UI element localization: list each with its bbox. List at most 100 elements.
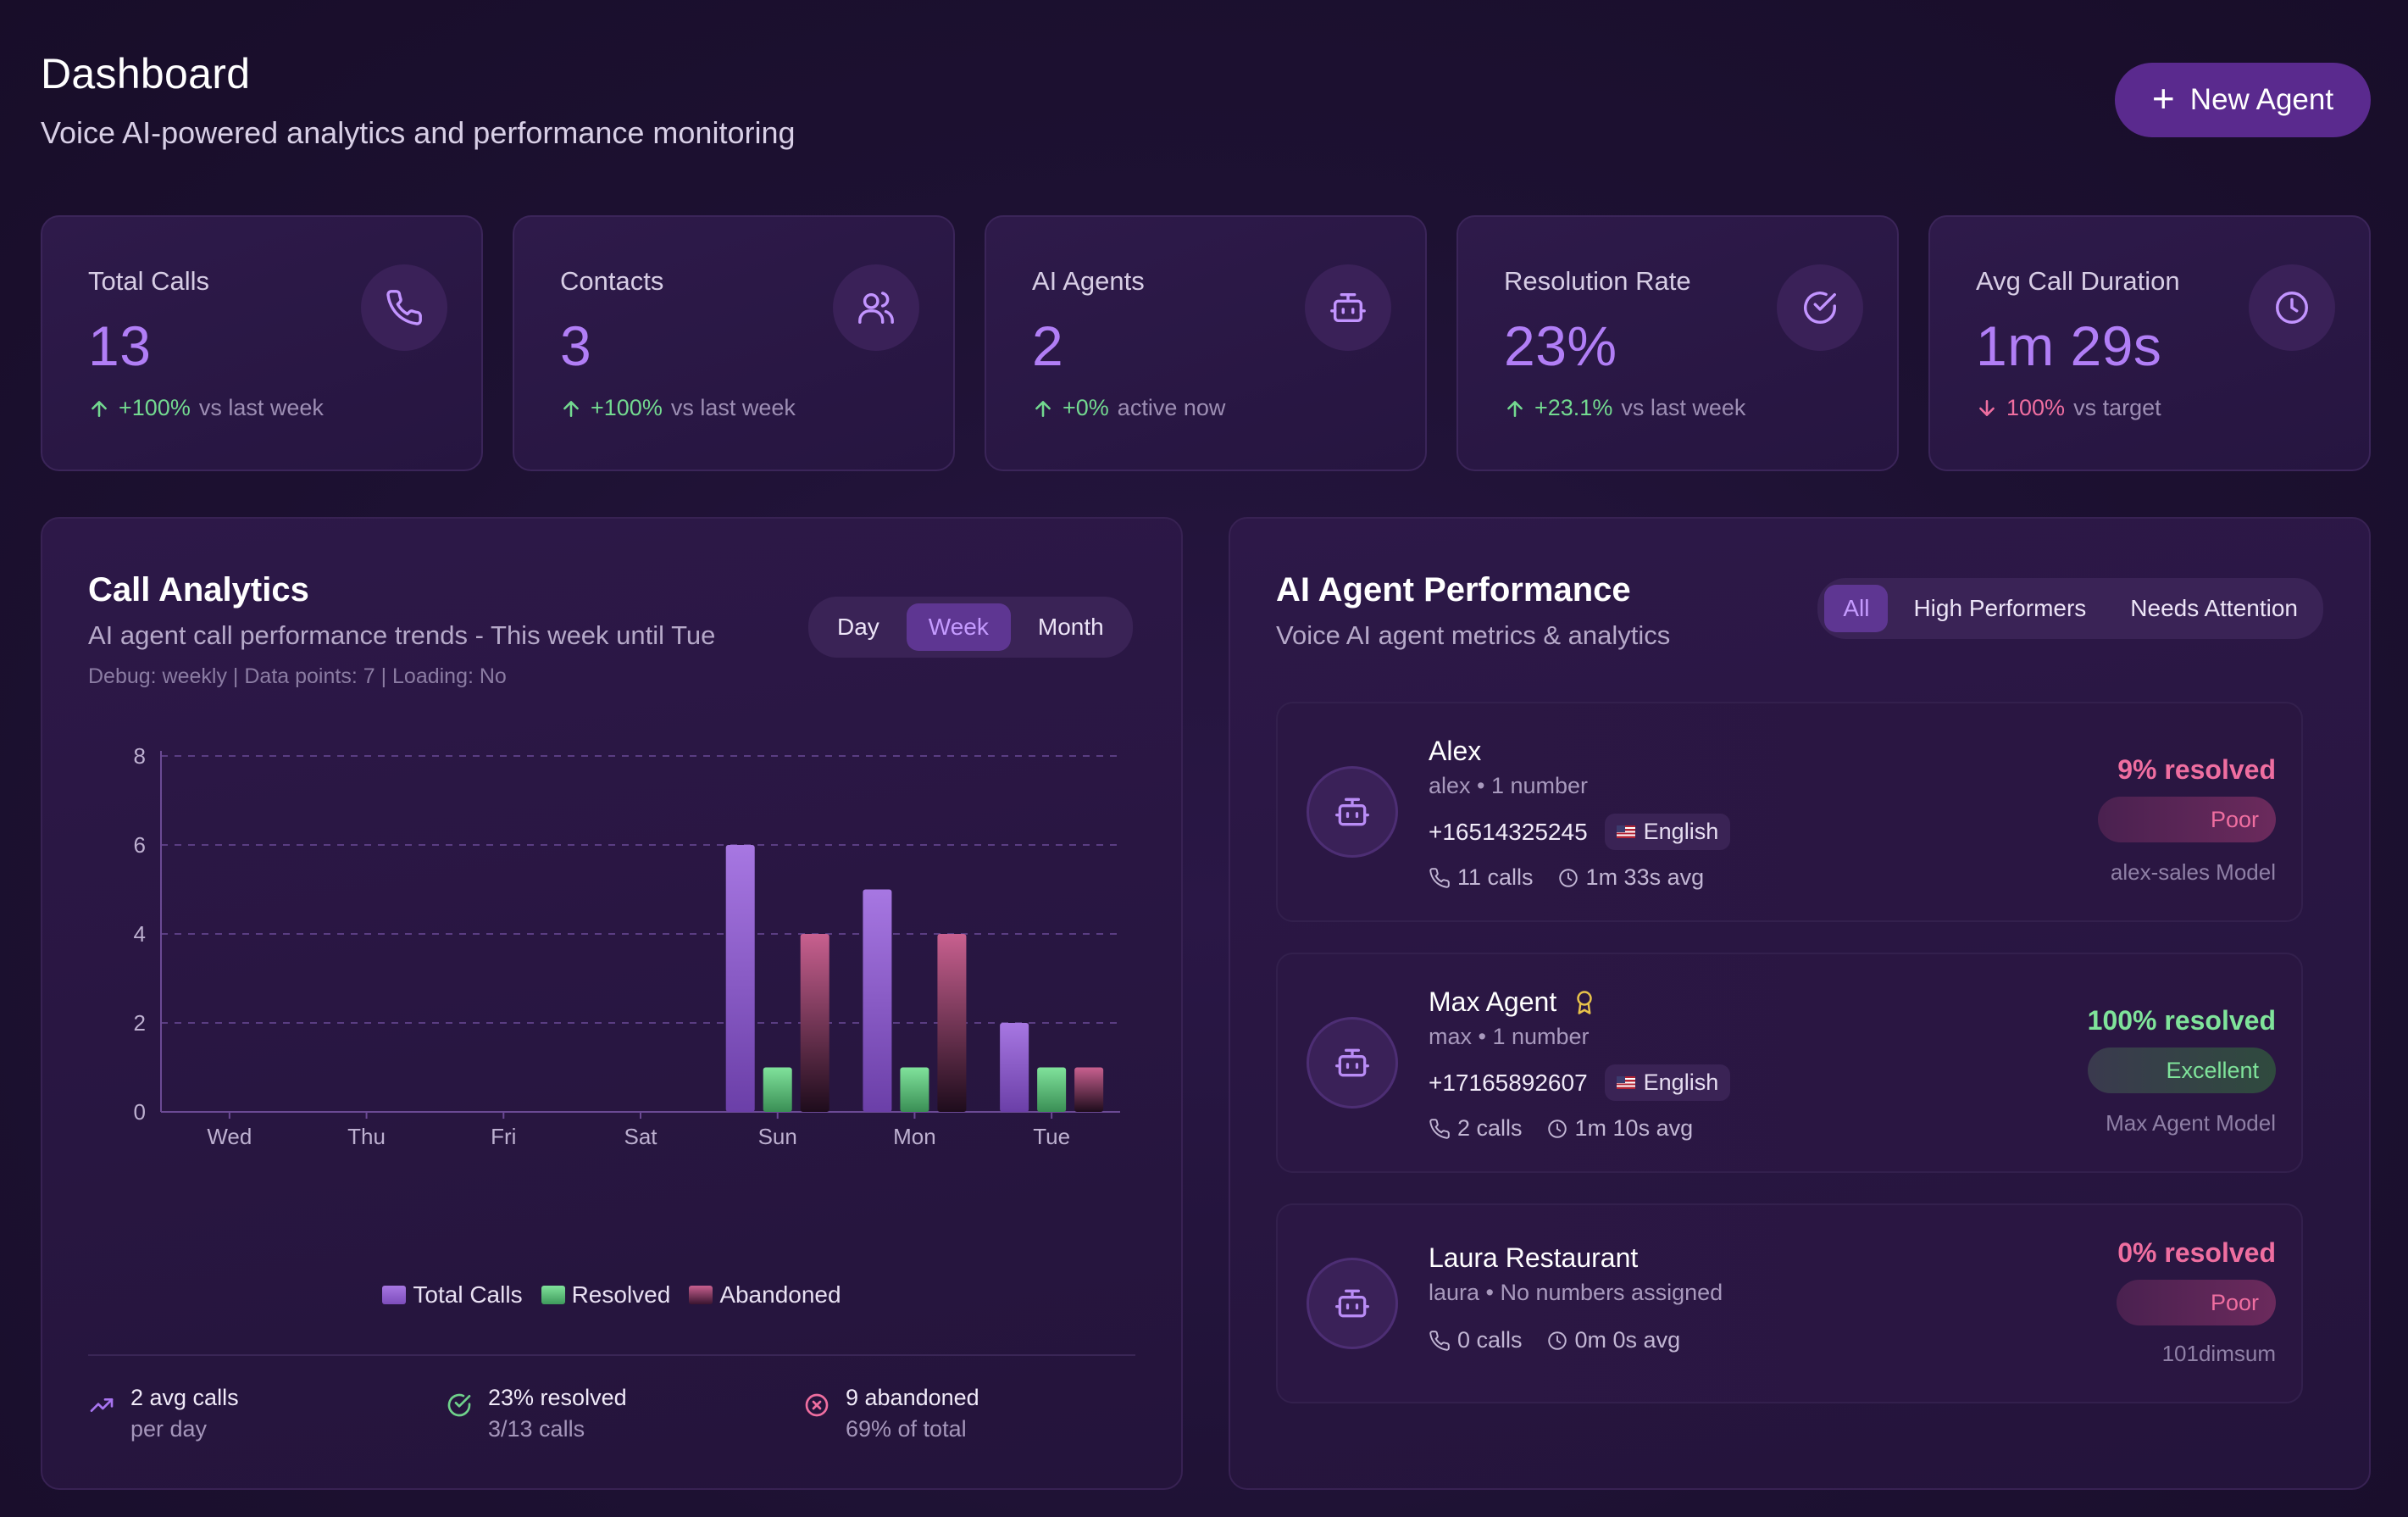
agent-performance-panel: AI Agent Performance Voice AI agent metr… xyxy=(1229,517,2371,1490)
stat-label: Total Calls xyxy=(88,266,209,296)
trend-text: vs target xyxy=(2073,395,2161,420)
status-badge: Poor xyxy=(2117,1280,2276,1325)
x-tick-label: Sun xyxy=(758,1124,797,1149)
agent-phone-row: +16514325245 English xyxy=(1429,814,1731,850)
bar-resolved xyxy=(1037,1067,1067,1112)
agent-stats: 0 calls 0m 0s avg xyxy=(1429,1327,1680,1353)
summary-main: 2 avg calls xyxy=(130,1385,239,1410)
agent-avg: 0m 0s avg xyxy=(1546,1327,1680,1353)
legend-label: Abandoned xyxy=(719,1281,841,1308)
agent-phone: +16514325245 xyxy=(1429,818,1588,845)
stat-trend: +100% vs last week xyxy=(560,395,953,421)
agent-name-text: Alex xyxy=(1429,736,1482,766)
agent-avg: 1m 33s avg xyxy=(1557,864,1705,891)
agent-resolved: 0% resolved xyxy=(2117,1237,2276,1268)
x-tick-label: Thu xyxy=(347,1124,386,1149)
bar-abandoned xyxy=(800,934,829,1112)
agent-card-laura-restaurant[interactable]: Laura Restaurant laura • No numbers assi… xyxy=(1276,1203,2303,1403)
agent-meta: max • 1 number xyxy=(1429,1024,1590,1049)
agent-performance-subtitle: Voice AI agent metrics & analytics xyxy=(1276,620,1671,650)
tab-high-performers[interactable]: High Performers xyxy=(1913,595,2087,621)
page-subtitle: Voice AI-powered analytics and performan… xyxy=(41,115,796,150)
divider xyxy=(88,1354,1135,1356)
arrow-up-icon xyxy=(563,400,579,417)
calls-text: 0 calls xyxy=(1457,1327,1523,1353)
period-day-button[interactable]: Day xyxy=(837,614,879,640)
language-chip: English xyxy=(1604,1064,1731,1101)
period-week-button[interactable]: Week xyxy=(906,603,1011,651)
x-tick-label: Wed xyxy=(207,1124,252,1149)
agent-model: 101dimsum xyxy=(2161,1341,2276,1366)
clock-icon xyxy=(1547,1119,1567,1138)
agent-calls: 0 calls xyxy=(1429,1327,1523,1353)
agent-calls: 11 calls xyxy=(1429,864,1534,891)
bar-abandoned xyxy=(937,934,967,1112)
us-flag-icon xyxy=(1616,1076,1635,1089)
agent-name: Max Agent xyxy=(1429,986,1597,1018)
tab-all[interactable]: All xyxy=(1824,585,1889,632)
trend-text: vs last week xyxy=(670,395,796,420)
trend-value: +23.1% xyxy=(1534,395,1613,420)
y-tick-label: 0 xyxy=(134,1099,146,1125)
legend-abandoned[interactable]: Abandoned xyxy=(689,1281,841,1309)
stat-card-avg-call-duration: Avg Call Duration 1m 29s 100% vs target xyxy=(1928,215,2371,471)
status-badge: Poor xyxy=(2098,797,2276,842)
chart-legend: Total Calls Resolved Abandoned xyxy=(42,1281,1181,1309)
stat-label: Contacts xyxy=(560,266,664,296)
check-circle-icon xyxy=(1777,264,1863,351)
agent-resolved: 9% resolved xyxy=(2117,754,2276,785)
summary-sub: per day xyxy=(130,1416,208,1442)
agent-model: Max Agent Model xyxy=(2106,1110,2276,1136)
agent-model: alex-sales Model xyxy=(2110,859,2276,885)
trend-text: active now xyxy=(1117,395,1226,420)
bar-total-calls xyxy=(725,845,755,1112)
legend-total-calls[interactable]: Total Calls xyxy=(382,1281,523,1309)
avg-text: 1m 33s avg xyxy=(1585,864,1705,890)
trend-value: +100% xyxy=(119,395,191,420)
summary-avg-calls: 2 avg calls per day xyxy=(88,1385,239,1442)
y-tick-label: 8 xyxy=(134,743,146,769)
tab-needs-attention[interactable]: Needs Attention xyxy=(2130,595,2298,621)
stat-value: 13 xyxy=(88,314,152,377)
arrow-up-icon xyxy=(1507,400,1523,417)
agent-name-text: Laura Restaurant xyxy=(1429,1242,1639,1273)
arrow-up-icon xyxy=(92,400,107,417)
agent-name-text: Max Agent xyxy=(1429,986,1557,1017)
agent-card-max-agent[interactable]: Max Agent max • 1 number +17165892607 En… xyxy=(1276,953,2303,1173)
bar-resolved xyxy=(900,1067,929,1112)
agent-card-alex[interactable]: Alex alex • 1 number +16514325245 Englis… xyxy=(1276,702,2303,922)
new-agent-label: New Agent xyxy=(2189,83,2334,116)
stat-label: Avg Call Duration xyxy=(1976,266,2180,296)
phone-icon xyxy=(1429,1330,1450,1351)
period-selector: Day Week Month xyxy=(808,597,1133,658)
stat-value: 3 xyxy=(560,314,592,377)
stat-card-resolution-rate: Resolution Rate 23% +23.1% vs last week xyxy=(1456,215,1899,471)
trend-text: vs last week xyxy=(198,395,324,420)
bar-total-calls xyxy=(863,889,892,1112)
stat-label: AI Agents xyxy=(1032,266,1145,296)
legend-swatch xyxy=(382,1286,407,1304)
trend-text: vs last week xyxy=(1621,395,1746,420)
language-chip: English xyxy=(1604,814,1731,850)
check-circle-icon xyxy=(447,1393,471,1417)
bar-abandoned xyxy=(1074,1067,1104,1112)
period-month-button[interactable]: Month xyxy=(1037,614,1104,640)
agent-filter-tabs: All High Performers Needs Attention xyxy=(1817,578,2323,639)
robot-icon xyxy=(1305,264,1391,351)
x-tick-label: Sat xyxy=(624,1124,657,1149)
agent-meta: laura • No numbers assigned xyxy=(1429,1280,1723,1305)
status-badge: Excellent xyxy=(2088,1047,2276,1093)
debug-text: Debug: weekly | Data points: 7 | Loading… xyxy=(88,664,507,688)
legend-resolved[interactable]: Resolved xyxy=(541,1281,670,1309)
y-tick-label: 2 xyxy=(134,1010,146,1036)
legend-swatch xyxy=(541,1286,565,1304)
bar-resolved xyxy=(763,1067,792,1112)
plus-icon: + xyxy=(2151,76,2175,120)
calls-text: 11 calls xyxy=(1457,864,1534,890)
summary-sub: 69% of total xyxy=(846,1416,967,1442)
new-agent-button[interactable]: + New Agent xyxy=(2115,63,2371,137)
agent-phone: +17165892607 xyxy=(1429,1069,1588,1096)
x-tick-label: Tue xyxy=(1033,1124,1070,1149)
agent-phone-row: +17165892607 English xyxy=(1429,1064,1731,1101)
arrow-down-icon xyxy=(1979,399,1995,416)
